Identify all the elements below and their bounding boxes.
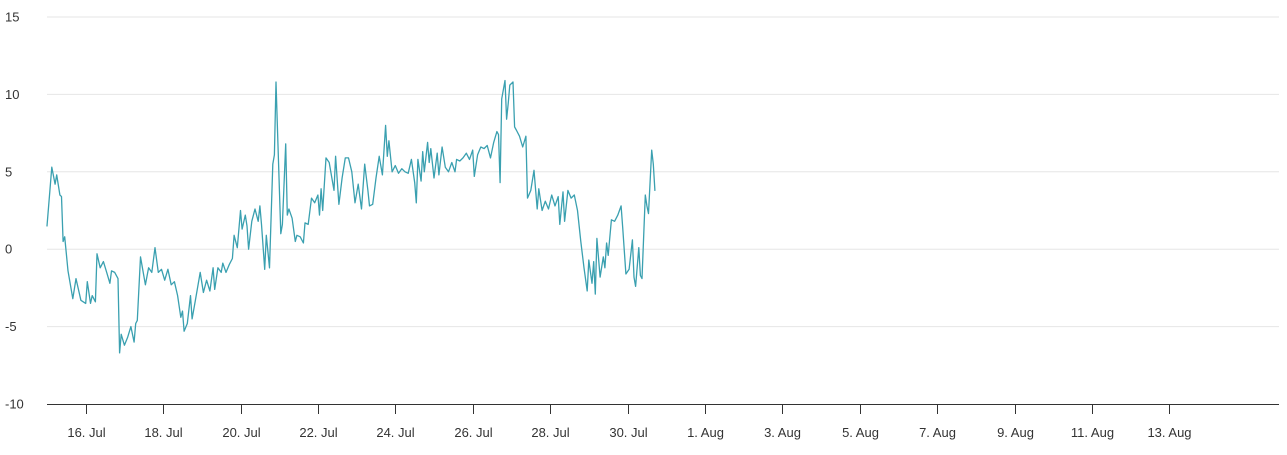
x-tick-label: 5. Aug — [842, 425, 879, 440]
y-tick-label: 10 — [5, 87, 19, 102]
y-tick-label: 5 — [5, 164, 12, 179]
y-axis-labels: -10 -5 0 5 10 15 — [5, 10, 24, 412]
x-tick-label: 20. Jul — [222, 425, 260, 440]
y-tick-label: 15 — [5, 10, 19, 25]
x-tick-label: 3. Aug — [764, 425, 801, 440]
x-tick-label: 11. Aug — [1071, 425, 1114, 440]
x-tick-label: 28. Jul — [531, 425, 569, 440]
y-tick-label: -10 — [5, 397, 24, 412]
x-tick-label: 18. Jul — [144, 425, 182, 440]
grid-lines — [47, 16, 1279, 328]
x-tick-label: 16. Jul — [67, 425, 105, 440]
x-tick-label: 22. Jul — [299, 425, 337, 440]
x-tick-label: 7. Aug — [919, 425, 956, 440]
x-tick-label: 9. Aug — [997, 425, 1034, 440]
x-axis: 16. Jul 18. Jul 20. Jul 22. Jul 24. Jul 26. J… — [47, 404, 1279, 440]
x-tick-label: 1. Aug — [687, 425, 724, 440]
x-tick-label: 30. Jul — [609, 425, 647, 440]
x-tick-label: 24. Jul — [376, 425, 414, 440]
series-line — [46, 79, 656, 354]
y-tick-label: -5 — [5, 319, 17, 334]
series-layer — [46, 79, 656, 354]
y-tick-label: 0 — [5, 242, 12, 257]
x-tick-label: 13. Aug — [1147, 425, 1191, 440]
x-tick-label: 26. Jul — [454, 425, 492, 440]
